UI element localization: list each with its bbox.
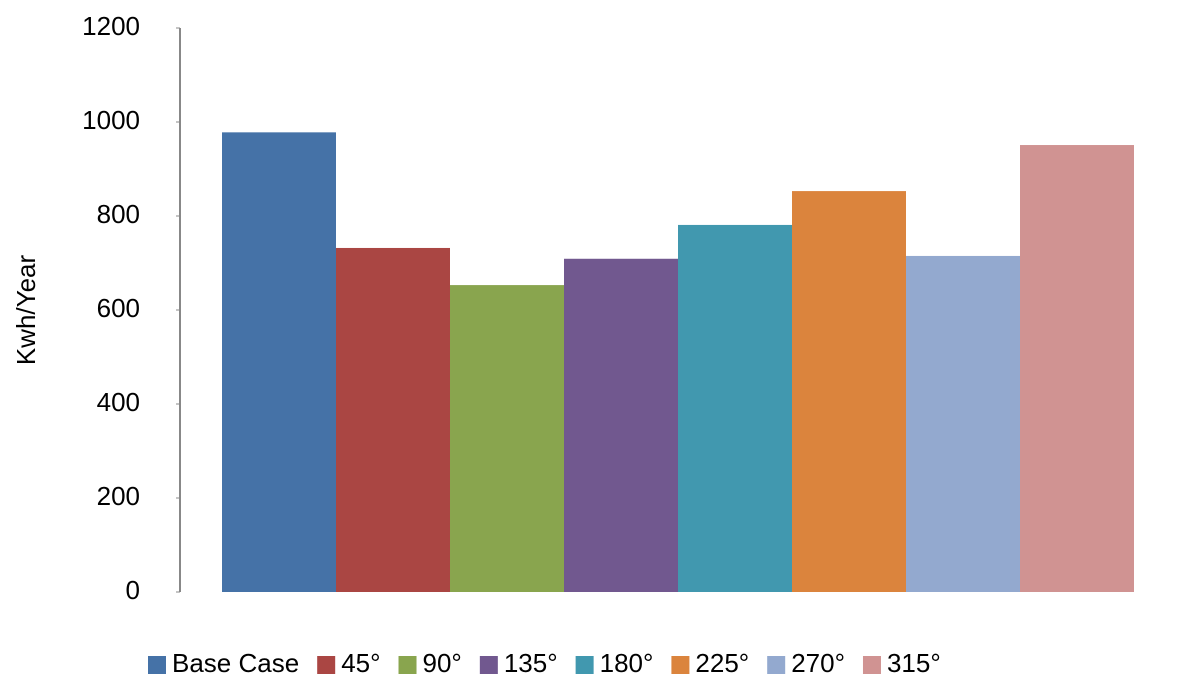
legend-swatch bbox=[671, 656, 690, 674]
y-tick-label: 600 bbox=[97, 293, 140, 323]
legend-label: 225° bbox=[695, 648, 749, 678]
bar bbox=[564, 258, 678, 592]
legend-label: 90° bbox=[423, 648, 462, 678]
bar bbox=[336, 247, 450, 592]
y-tick-label: 1000 bbox=[82, 105, 140, 135]
y-axis-label: Kwh/Year bbox=[11, 254, 41, 365]
bar bbox=[678, 224, 792, 592]
legend-swatch bbox=[479, 656, 498, 674]
legend-label: 135° bbox=[504, 648, 558, 678]
y-tick-label: 1200 bbox=[82, 11, 140, 41]
bar bbox=[222, 132, 336, 592]
legend-swatch bbox=[398, 656, 417, 674]
legend-swatch bbox=[317, 656, 336, 674]
y-tick-label: 400 bbox=[97, 387, 140, 417]
legend-label: 315° bbox=[887, 648, 941, 678]
legend-label: Base Case bbox=[172, 648, 299, 678]
legend-swatch bbox=[148, 656, 166, 674]
legend-swatch bbox=[767, 656, 786, 674]
legend-label: 180° bbox=[600, 648, 654, 678]
bar bbox=[906, 255, 1020, 592]
legend-label: 270° bbox=[791, 648, 845, 678]
legend-label: 45° bbox=[341, 648, 380, 678]
y-tick-label: 0 bbox=[126, 575, 140, 605]
bar bbox=[1020, 145, 1134, 592]
bar bbox=[792, 191, 906, 592]
bar bbox=[450, 285, 564, 592]
y-tick-label: 200 bbox=[97, 481, 140, 511]
y-tick-label: 800 bbox=[97, 199, 140, 229]
legend-swatch bbox=[862, 656, 881, 674]
legend-swatch bbox=[575, 656, 594, 674]
